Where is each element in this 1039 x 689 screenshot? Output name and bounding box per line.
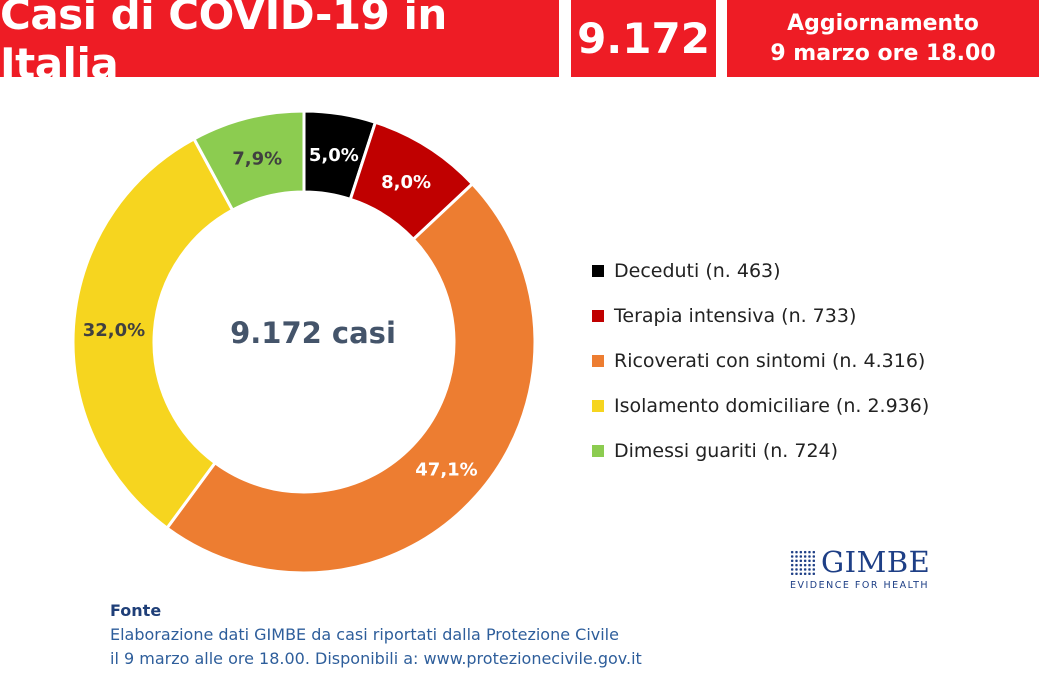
donut-slice-3 (71, 136, 235, 531)
slice-label-1: 8,0% (381, 172, 431, 193)
legend-swatch-1 (592, 309, 604, 322)
legend-swatch-3 (592, 399, 604, 412)
slice-labels: 5,0% 8,0% 47,1% 32,0% 7,9% (83, 145, 478, 481)
legend-label-1: Terapia intensiva (n. 733) (614, 304, 857, 327)
slice-label-0: 5,0% (309, 145, 359, 166)
donut-slices (71, 109, 537, 575)
update-label: Aggiornamento (787, 10, 979, 36)
legend-item-4: Dimessi guariti (n. 724) (592, 428, 929, 473)
total-cases-badge: 9.172 (571, 0, 716, 77)
chart-title: Casi di COVID-19 in Italia (0, 0, 559, 88)
gimbe-grid-icon (790, 550, 816, 576)
gimbe-logo: GIMBE EVIDENCE FOR HEALTH (790, 545, 940, 593)
legend-swatch-2 (592, 354, 604, 367)
legend-label-0: Deceduti (n. 463) (614, 259, 781, 282)
legend-item-3: Isolamento domiciliare (n. 2.936) (592, 383, 929, 428)
update-badge: Aggiornamento 9 marzo ore 18.00 (727, 0, 1039, 77)
donut-slice-4 (191, 109, 306, 213)
legend-item-0: Deceduti (n. 463) (592, 248, 929, 293)
legend-swatch-0 (592, 264, 604, 277)
update-date: 9 marzo ore 18.00 (770, 40, 996, 66)
gimbe-logo-tagline: EVIDENCE FOR HEALTH (790, 580, 930, 591)
gimbe-logo-name: GIMBE (821, 545, 931, 579)
slice-label-4: 7,9% (232, 148, 282, 169)
source-note: Fonte Elaborazione dati GIMBE da casi ri… (110, 599, 642, 671)
legend-label-4: Dimessi guariti (n. 724) (614, 439, 839, 462)
legend-item-1: Terapia intensiva (n. 733) (592, 293, 929, 338)
source-line-2: il 9 marzo alle ore 18.00. Disponibili a… (110, 649, 642, 668)
chart-legend: Deceduti (n. 463) Terapia intensiva (n. 7… (592, 248, 929, 473)
source-title: Fonte (110, 601, 162, 620)
slice-label-2: 47,1% (415, 459, 477, 480)
source-line-1: Elaborazione dati GIMBE da casi riportat… (110, 625, 619, 644)
legend-swatch-4 (592, 444, 604, 457)
slice-label-3: 32,0% (83, 320, 145, 341)
legend-label-2: Ricoverati con sintomi (n. 4.316) (614, 349, 926, 372)
center-label: 9.172 casi (230, 316, 396, 350)
legend-label-3: Isolamento domiciliare (n. 2.936) (614, 394, 930, 417)
donut-slice-2 (164, 181, 537, 575)
legend-item-2: Ricoverati con sintomi (n. 4.316) (592, 338, 929, 383)
